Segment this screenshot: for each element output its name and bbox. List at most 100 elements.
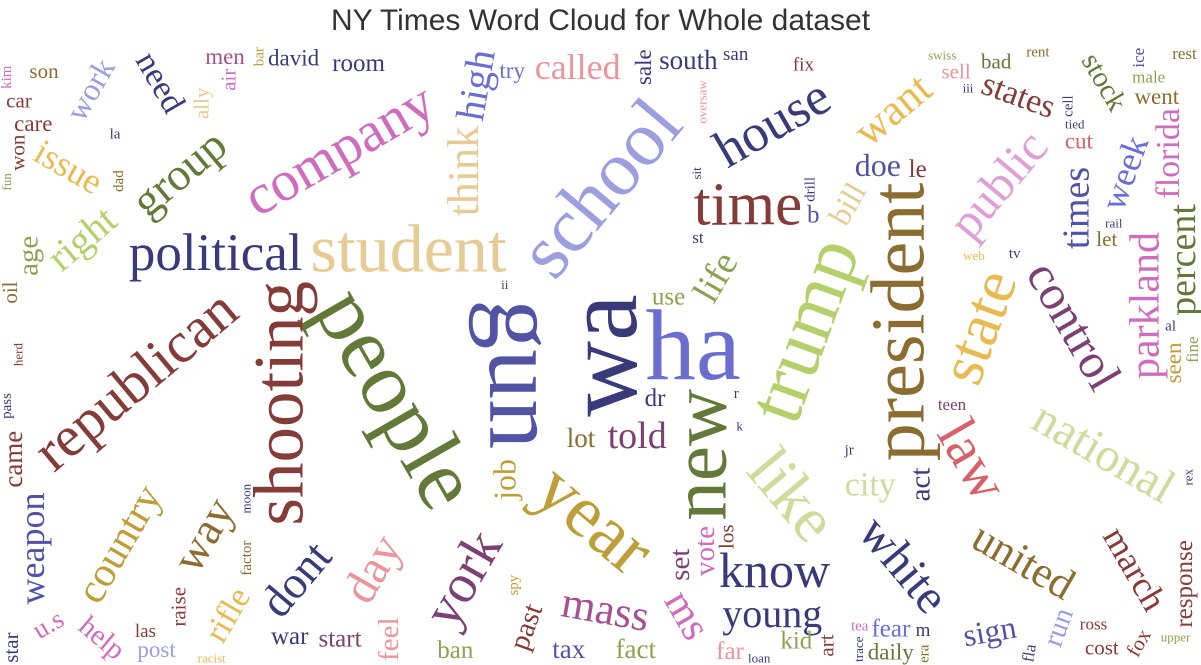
cloud-word: response	[1171, 540, 1198, 627]
cloud-word: moon	[239, 483, 254, 513]
cloud-word: fox	[1121, 624, 1156, 661]
cloud-word: post	[137, 637, 176, 662]
cloud-word: came	[0, 431, 28, 488]
cloud-word: al	[1165, 319, 1176, 335]
cloud-word: jr	[844, 443, 854, 459]
cloud-word: la	[110, 126, 121, 142]
cloud-word: help	[72, 610, 131, 665]
cloud-word: past	[503, 599, 549, 654]
cloud-word: called	[535, 47, 621, 87]
cloud-word: racist	[198, 651, 227, 665]
cloud-word: issue	[27, 131, 109, 202]
cloud-word: sell	[942, 59, 971, 83]
cloud-word: let	[1096, 227, 1117, 251]
cloud-word: bar	[252, 47, 268, 66]
cloud-word: rent	[1026, 46, 1050, 61]
cloud-word: rail	[1105, 216, 1123, 231]
cloud-word: wa	[542, 294, 659, 416]
cloud-word: cost	[1085, 635, 1119, 659]
cloud-word: oversaw	[695, 80, 710, 124]
cloud-word: mass	[558, 578, 653, 642]
cloud-word: san	[723, 46, 749, 65]
cloud-word: year	[520, 447, 670, 592]
cloud-word: house	[704, 67, 840, 179]
cloud-word: k	[736, 419, 743, 434]
cloud-word: ha	[645, 289, 740, 401]
cloud-word: teen	[938, 395, 967, 414]
cloud-word: car	[6, 89, 32, 113]
cloud-word: fun	[0, 173, 14, 191]
cloud-word: rest	[1172, 46, 1197, 63]
cloud-word: sit	[689, 167, 704, 180]
cloud-word: room	[332, 50, 385, 77]
cloud-word: trump	[731, 226, 877, 433]
cloud-word: york	[411, 519, 514, 637]
cloud-word: president	[857, 183, 941, 462]
cloud-word: florida	[1150, 108, 1187, 199]
cloud-word: weapon	[12, 493, 52, 605]
cloud-word: son	[29, 59, 59, 83]
cloud-word: sale	[631, 49, 656, 85]
cloud-word: week	[1093, 130, 1157, 215]
cloud-word: seen	[1161, 342, 1186, 383]
cloud-word: national	[1024, 391, 1184, 514]
cloud-word: cut	[1065, 129, 1094, 154]
cloud-word: dont	[250, 531, 342, 627]
cloud-word: public	[937, 120, 1058, 249]
cloud-word: air	[216, 69, 240, 91]
cloud-word: company	[233, 70, 446, 229]
cloud-word: upper	[1161, 630, 1191, 645]
cloud-word: new	[657, 389, 744, 521]
cloud-word: fine	[1183, 336, 1201, 362]
cloud-word: art	[815, 634, 839, 656]
cloud-word: las	[135, 621, 156, 642]
cloud-word: day	[332, 525, 413, 612]
cloud-word: kid	[780, 628, 812, 655]
cloud-word: dr	[645, 385, 667, 412]
cloud-word: right	[38, 197, 125, 280]
cloud-word: fear	[871, 616, 911, 643]
cloud-word: fix	[793, 54, 815, 75]
cloud-word: way	[162, 489, 244, 581]
cloud-word: rifle	[198, 581, 258, 649]
cloud-word: sign	[960, 609, 1019, 654]
cloud-word: fla	[1018, 642, 1040, 663]
cloud-word: r	[734, 386, 739, 402]
cloud-word: trace	[851, 636, 866, 661]
cloud-word: ross	[1080, 614, 1107, 633]
cloud-word: times	[1055, 167, 1097, 249]
cloud-word: rex	[1181, 468, 1196, 485]
cloud-word: start	[318, 626, 361, 653]
cloud-word: think	[439, 126, 488, 216]
cloud-word: ban	[437, 637, 474, 664]
cloud-word: dad	[111, 170, 127, 192]
cloud-word: oil	[0, 281, 22, 303]
cloud-word: gun	[468, 299, 579, 449]
cloud-word: political	[129, 224, 303, 282]
cloud-word: act	[905, 467, 937, 501]
cloud-word: young	[722, 591, 822, 636]
cloud-word: m	[916, 620, 931, 641]
cloud-word: le	[909, 156, 927, 183]
cloud-word: try	[499, 58, 525, 83]
cloud-word: ii	[501, 277, 509, 292]
cloud-word: feel	[373, 617, 405, 660]
cloud-word: state	[925, 260, 1030, 392]
cloud-word: age	[12, 236, 44, 276]
cloud-word: tea	[851, 619, 869, 635]
cloud-word: tied	[1065, 116, 1085, 131]
cloud-word: city	[845, 467, 896, 504]
cloud-word: era	[916, 644, 932, 663]
cloud-word: time	[694, 172, 802, 239]
cloud-word: student	[310, 211, 507, 287]
cloud-word: know	[719, 542, 830, 598]
cloud-word: tax	[552, 634, 585, 664]
cloud-word: raise	[166, 587, 190, 627]
cloud-word: factor	[239, 541, 255, 576]
cloud-word: want	[844, 63, 941, 156]
cloud-word: cell	[1061, 95, 1077, 117]
cloud-word: david	[268, 46, 320, 71]
cloud-word: like	[733, 435, 851, 556]
cloud-word: st	[692, 228, 704, 247]
